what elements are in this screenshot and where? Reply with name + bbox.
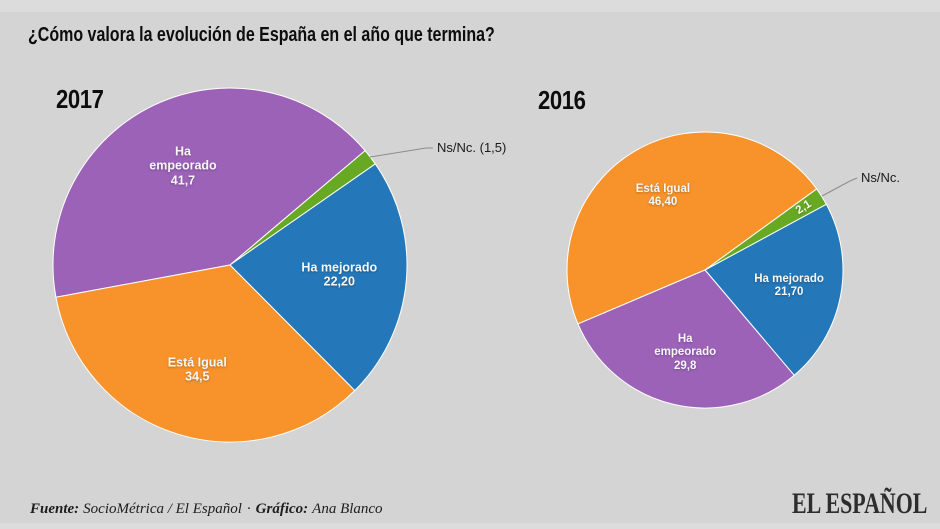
pie-2017-slice-est-igual[interactable] (55, 264, 356, 443)
source-text: SocioMétrica / El Español (83, 501, 242, 517)
pie-2017-slice-ha-empeorado[interactable] (52, 87, 366, 298)
pie-2016-slice-ha-empeorado[interactable] (577, 269, 795, 409)
source-label: Fuente: (30, 501, 80, 517)
separator-dot: · (246, 501, 251, 517)
callout-connector-ns-nc (821, 177, 858, 197)
credit-text: Ana Blanco (312, 501, 383, 517)
footer-credit: Fuente: SocioMétrica / El Español · Gráfico… (30, 501, 383, 518)
pie-2017-slice-ha-mejorado[interactable] (229, 163, 408, 392)
chart-title-2017: 2017 (56, 84, 104, 114)
credit-label: Gráfico: (255, 501, 309, 517)
pie-2016-slice-est-igual[interactable] (566, 131, 818, 325)
page-title: ¿Cómo valora la evolución de España en e… (28, 24, 495, 46)
callout-connector-ns-nc (369, 147, 433, 158)
top-edge-strip (0, 0, 940, 12)
chart-title-2016: 2016 (538, 85, 586, 115)
pie-2016-slice-ha-mejorado[interactable] (704, 203, 844, 376)
bottom-edge-strip (0, 523, 940, 529)
el-espanol-logo: EL ESPAÑOL (791, 487, 927, 520)
